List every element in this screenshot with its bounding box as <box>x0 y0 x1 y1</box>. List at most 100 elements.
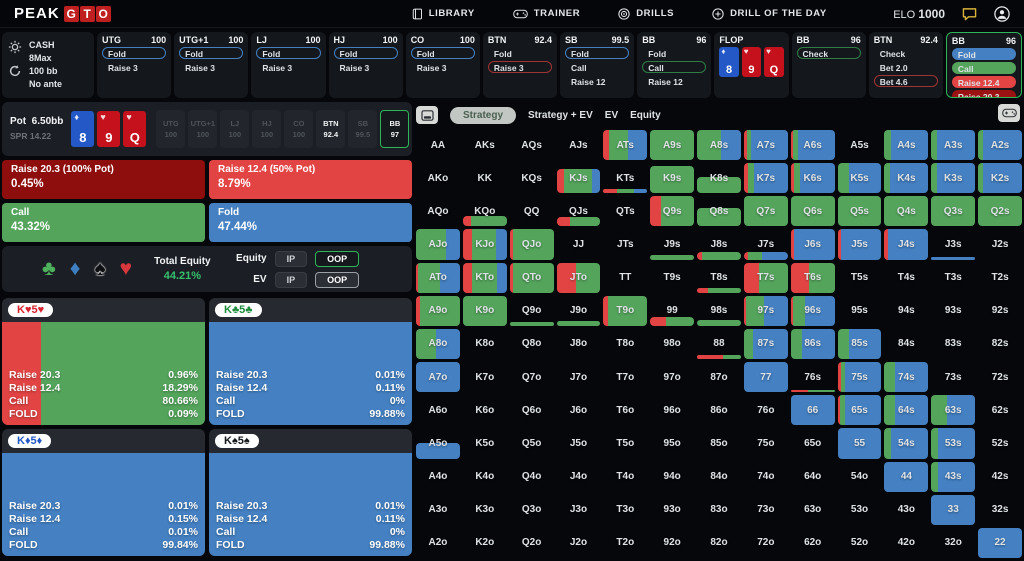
grid-cell-T3s[interactable]: T3s <box>931 263 975 293</box>
grid-cell-Q9o[interactable]: Q9o <box>509 296 554 326</box>
grid-cell-96o[interactable]: 96o <box>650 395 694 425</box>
grid-cell-64o[interactable]: 64o <box>791 462 835 492</box>
grid-cell-K4s[interactable]: K4s <box>884 163 929 194</box>
grid-cell-A7s[interactable]: A7s <box>743 130 788 161</box>
grid-cell-84o[interactable]: 84o <box>697 462 741 492</box>
grid-cell-54s[interactable]: 54s <box>884 428 929 459</box>
grid-cell-J4s[interactable]: J4s <box>884 229 929 260</box>
grid-cell-Q9s[interactable]: Q9s <box>650 196 695 227</box>
grid-cell-Q6o[interactable]: Q6o <box>510 395 554 425</box>
grid-cell-Q3o[interactable]: Q3o <box>510 495 554 525</box>
grid-cell-62s[interactable]: 62s <box>978 395 1022 425</box>
hand-box-K5[interactable]: K♠5♠ Raise 20.3 0.01% Raise 12.4 0.11% Call 0%… <box>209 429 412 556</box>
action-bet-4-6[interactable]: Bet 4.6 <box>873 75 938 87</box>
action-fold[interactable]: Fold <box>951 48 1017 60</box>
history-card-flop[interactable]: FLOP ♦ 8 ♥ 9 ♥ Q <box>714 32 789 98</box>
heart-suit-icon[interactable]: ♥ <box>119 257 133 280</box>
grid-cell-75s[interactable]: 75s <box>837 362 882 393</box>
action-raise-12[interactable]: Raise 12 <box>571 77 606 87</box>
diamond-suit-icon[interactable]: ♦ <box>69 257 81 280</box>
grid-cell-KTs[interactable]: KTs <box>603 163 648 194</box>
grid-cell-K6s[interactable]: K6s <box>790 163 835 194</box>
grid-cell-KTo[interactable]: KTo <box>462 262 507 293</box>
grid-cell-A9o[interactable]: A9o <box>416 295 460 326</box>
grid-cell-ATo[interactable]: ATo <box>416 262 460 293</box>
grid-cell-32o[interactable]: 32o <box>931 528 975 558</box>
gear-icon[interactable] <box>8 40 22 54</box>
tab-equity[interactable]: Equity <box>630 109 661 121</box>
grid-cell-Q8o[interactable]: Q8o <box>510 329 554 359</box>
action-fold[interactable]: Fold <box>410 47 475 59</box>
grid-cell-J8o[interactable]: J8o <box>557 329 601 359</box>
grid-cell-Q8s[interactable]: Q8s <box>697 196 741 227</box>
grid-cell-AKo[interactable]: AKo <box>416 163 460 193</box>
grid-cell-42o[interactable]: 42o <box>884 528 928 558</box>
grid-cell-74s[interactable]: 74s <box>884 362 929 393</box>
club-suit-icon[interactable]: ♣ <box>42 257 56 280</box>
grid-cell-54o[interactable]: 54o <box>838 462 882 492</box>
grid-cell-T3o[interactable]: T3o <box>603 495 647 525</box>
grid-cell-KQs[interactable]: KQs <box>510 163 554 193</box>
tab-ev[interactable]: EV <box>604 109 619 121</box>
action-raise-3[interactable]: Raise 3 <box>185 63 215 73</box>
grid-cell-Q7s[interactable]: Q7s <box>743 196 788 227</box>
grid-cell-94s[interactable]: 94s <box>884 296 928 326</box>
grid-cell-T4s[interactable]: T4s <box>884 263 928 293</box>
grid-cell-64s[interactable]: 64s <box>884 395 929 426</box>
grid-cell-J3o[interactable]: J3o <box>557 495 601 525</box>
grid-cell-75o[interactable]: 75o <box>744 428 788 458</box>
spade-suit-icon[interactable]: ♠ <box>94 257 106 280</box>
action-raise-20-3[interactable]: Raise 20.3 <box>951 90 1017 97</box>
grid-cell-K5o[interactable]: K5o <box>463 428 507 458</box>
grid-cell-AQs[interactable]: AQs <box>510 130 554 160</box>
grid-cell-K2s[interactable]: K2s <box>978 163 1022 194</box>
action-fold[interactable]: Fold <box>333 47 398 59</box>
grid-cell-J4o[interactable]: J4o <box>557 462 601 492</box>
grid-cell-66[interactable]: 66 <box>790 395 835 426</box>
grid-cell-65o[interactable]: 65o <box>791 428 835 458</box>
grid-cell-85s[interactable]: 85s <box>837 328 882 360</box>
position-tab-sb[interactable]: SB 99.5 <box>348 110 378 148</box>
grid-cell-86s[interactable]: 86s <box>790 328 835 360</box>
grid-cell-Q7o[interactable]: Q7o <box>510 362 554 392</box>
grid-cell-A8s[interactable]: A8s <box>697 130 741 161</box>
grid-cell-K3s[interactable]: K3s <box>931 163 976 194</box>
grid-cell-65s[interactable]: 65s <box>837 395 882 426</box>
grid-cell-A8o[interactable]: A8o <box>416 328 460 360</box>
grid-cell-72s[interactable]: 72s <box>978 362 1022 392</box>
history-card-bb[interactable]: BB 96 Fold Call Raise 12.4 Raise 20.3 <box>945 32 1023 98</box>
grid-cell-A5s[interactable]: A5s <box>838 130 882 160</box>
grid-cell-AQo[interactable]: AQo <box>416 196 460 226</box>
hand-box-K5[interactable]: K♦5♦ Raise 20.3 0.01% Raise 12.4 0.15% Call 0.… <box>2 429 205 556</box>
nav-item-library[interactable]: LIBRARY <box>411 8 475 20</box>
action-call[interactable]: Call <box>571 63 587 73</box>
grid-cell-83s[interactable]: 83s <box>931 329 975 359</box>
action-fold[interactable]: Fold <box>648 49 667 59</box>
equity-oop-button[interactable]: OOP <box>315 250 360 267</box>
action-raise-3[interactable]: Raise 3 <box>416 63 447 73</box>
grid-cell-T9s[interactable]: T9s <box>650 263 694 293</box>
grid-cell-97s[interactable]: 97s <box>743 295 788 326</box>
grid-cell-33[interactable]: 33 <box>931 494 976 525</box>
history-card-sb[interactable]: SB 99.5 Fold Call Raise 12 <box>560 32 635 98</box>
grid-cell-A6s[interactable]: A6s <box>790 130 835 161</box>
grid-cell-43o[interactable]: 43o <box>884 495 928 525</box>
grid-cell-76o[interactable]: 76o <box>744 395 788 425</box>
action-fold[interactable]: Fold <box>102 47 167 59</box>
grid-cell-K9o[interactable]: K9o <box>462 295 507 326</box>
action-raise-12-4[interactable]: Raise 12.4 <box>951 76 1017 88</box>
grid-cell-AJo[interactable]: AJo <box>416 229 460 260</box>
grid-cell-Q4s[interactable]: Q4s <box>884 196 929 227</box>
grid-cell-AJs[interactable]: AJs <box>557 130 601 160</box>
grid-cell-K8s[interactable]: K8s <box>697 163 741 194</box>
grid-cell-73s[interactable]: 73s <box>931 362 975 392</box>
ev-ip-button[interactable]: IP <box>274 271 308 288</box>
grid-cell-J9s[interactable]: J9s <box>650 229 695 260</box>
history-card-btn[interactable]: BTN 92.4 Fold Raise 3 <box>482 32 558 98</box>
grid-cell-QQ[interactable]: QQ <box>510 196 554 226</box>
grid-cell-T8o[interactable]: T8o <box>603 329 647 359</box>
grid-cell-AKs[interactable]: AKs <box>463 130 507 160</box>
action-raise-3[interactable]: Raise 3 <box>487 61 553 73</box>
grid-cell-K6o[interactable]: K6o <box>463 395 507 425</box>
grid-cell-T9o[interactable]: T9o <box>603 295 648 326</box>
